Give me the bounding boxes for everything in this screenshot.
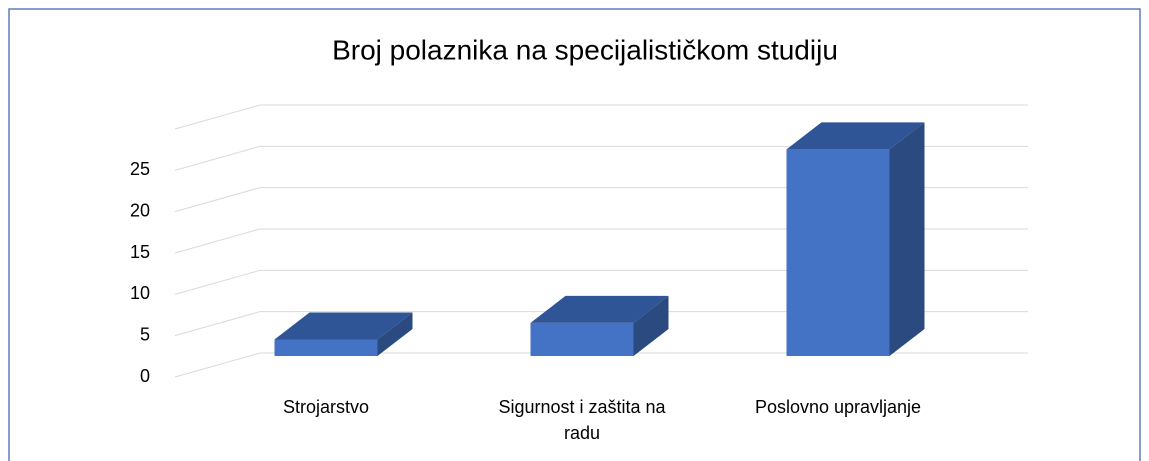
grid-diagonal	[174, 187, 261, 213]
y-tick-label: 15	[130, 242, 150, 262]
bar-front	[274, 339, 378, 356]
y-tick-label: 10	[130, 283, 150, 303]
grid-diagonal	[174, 228, 261, 254]
bar-side	[377, 312, 413, 356]
bar-front	[530, 322, 634, 356]
bar-top	[530, 295, 669, 323]
y-tick-label: 5	[140, 324, 150, 344]
grid-diagonal	[174, 352, 261, 378]
y-tick-label: 25	[130, 159, 150, 179]
grid-diagonal	[174, 311, 261, 337]
y-tick-label: 0	[140, 366, 150, 386]
x-tick-label: Sigurnost i zaštita na radu	[498, 397, 666, 443]
bar-front	[786, 149, 890, 356]
x-tick-label: Poslovno upravljanje	[755, 397, 921, 417]
grid-diagonal	[174, 269, 261, 295]
bar-side	[889, 122, 925, 356]
grid-diagonal	[174, 104, 261, 130]
chart-title: Broj polaznika na specijalističkom studi…	[332, 34, 838, 65]
x-tick-label: Strojarstvo	[283, 397, 369, 417]
bar-side	[633, 295, 669, 356]
chart-border	[8, 8, 1141, 461]
bar-top	[786, 122, 925, 150]
bar-top	[274, 312, 413, 340]
grid-diagonal	[174, 145, 261, 171]
y-tick-label: 20	[130, 200, 150, 220]
